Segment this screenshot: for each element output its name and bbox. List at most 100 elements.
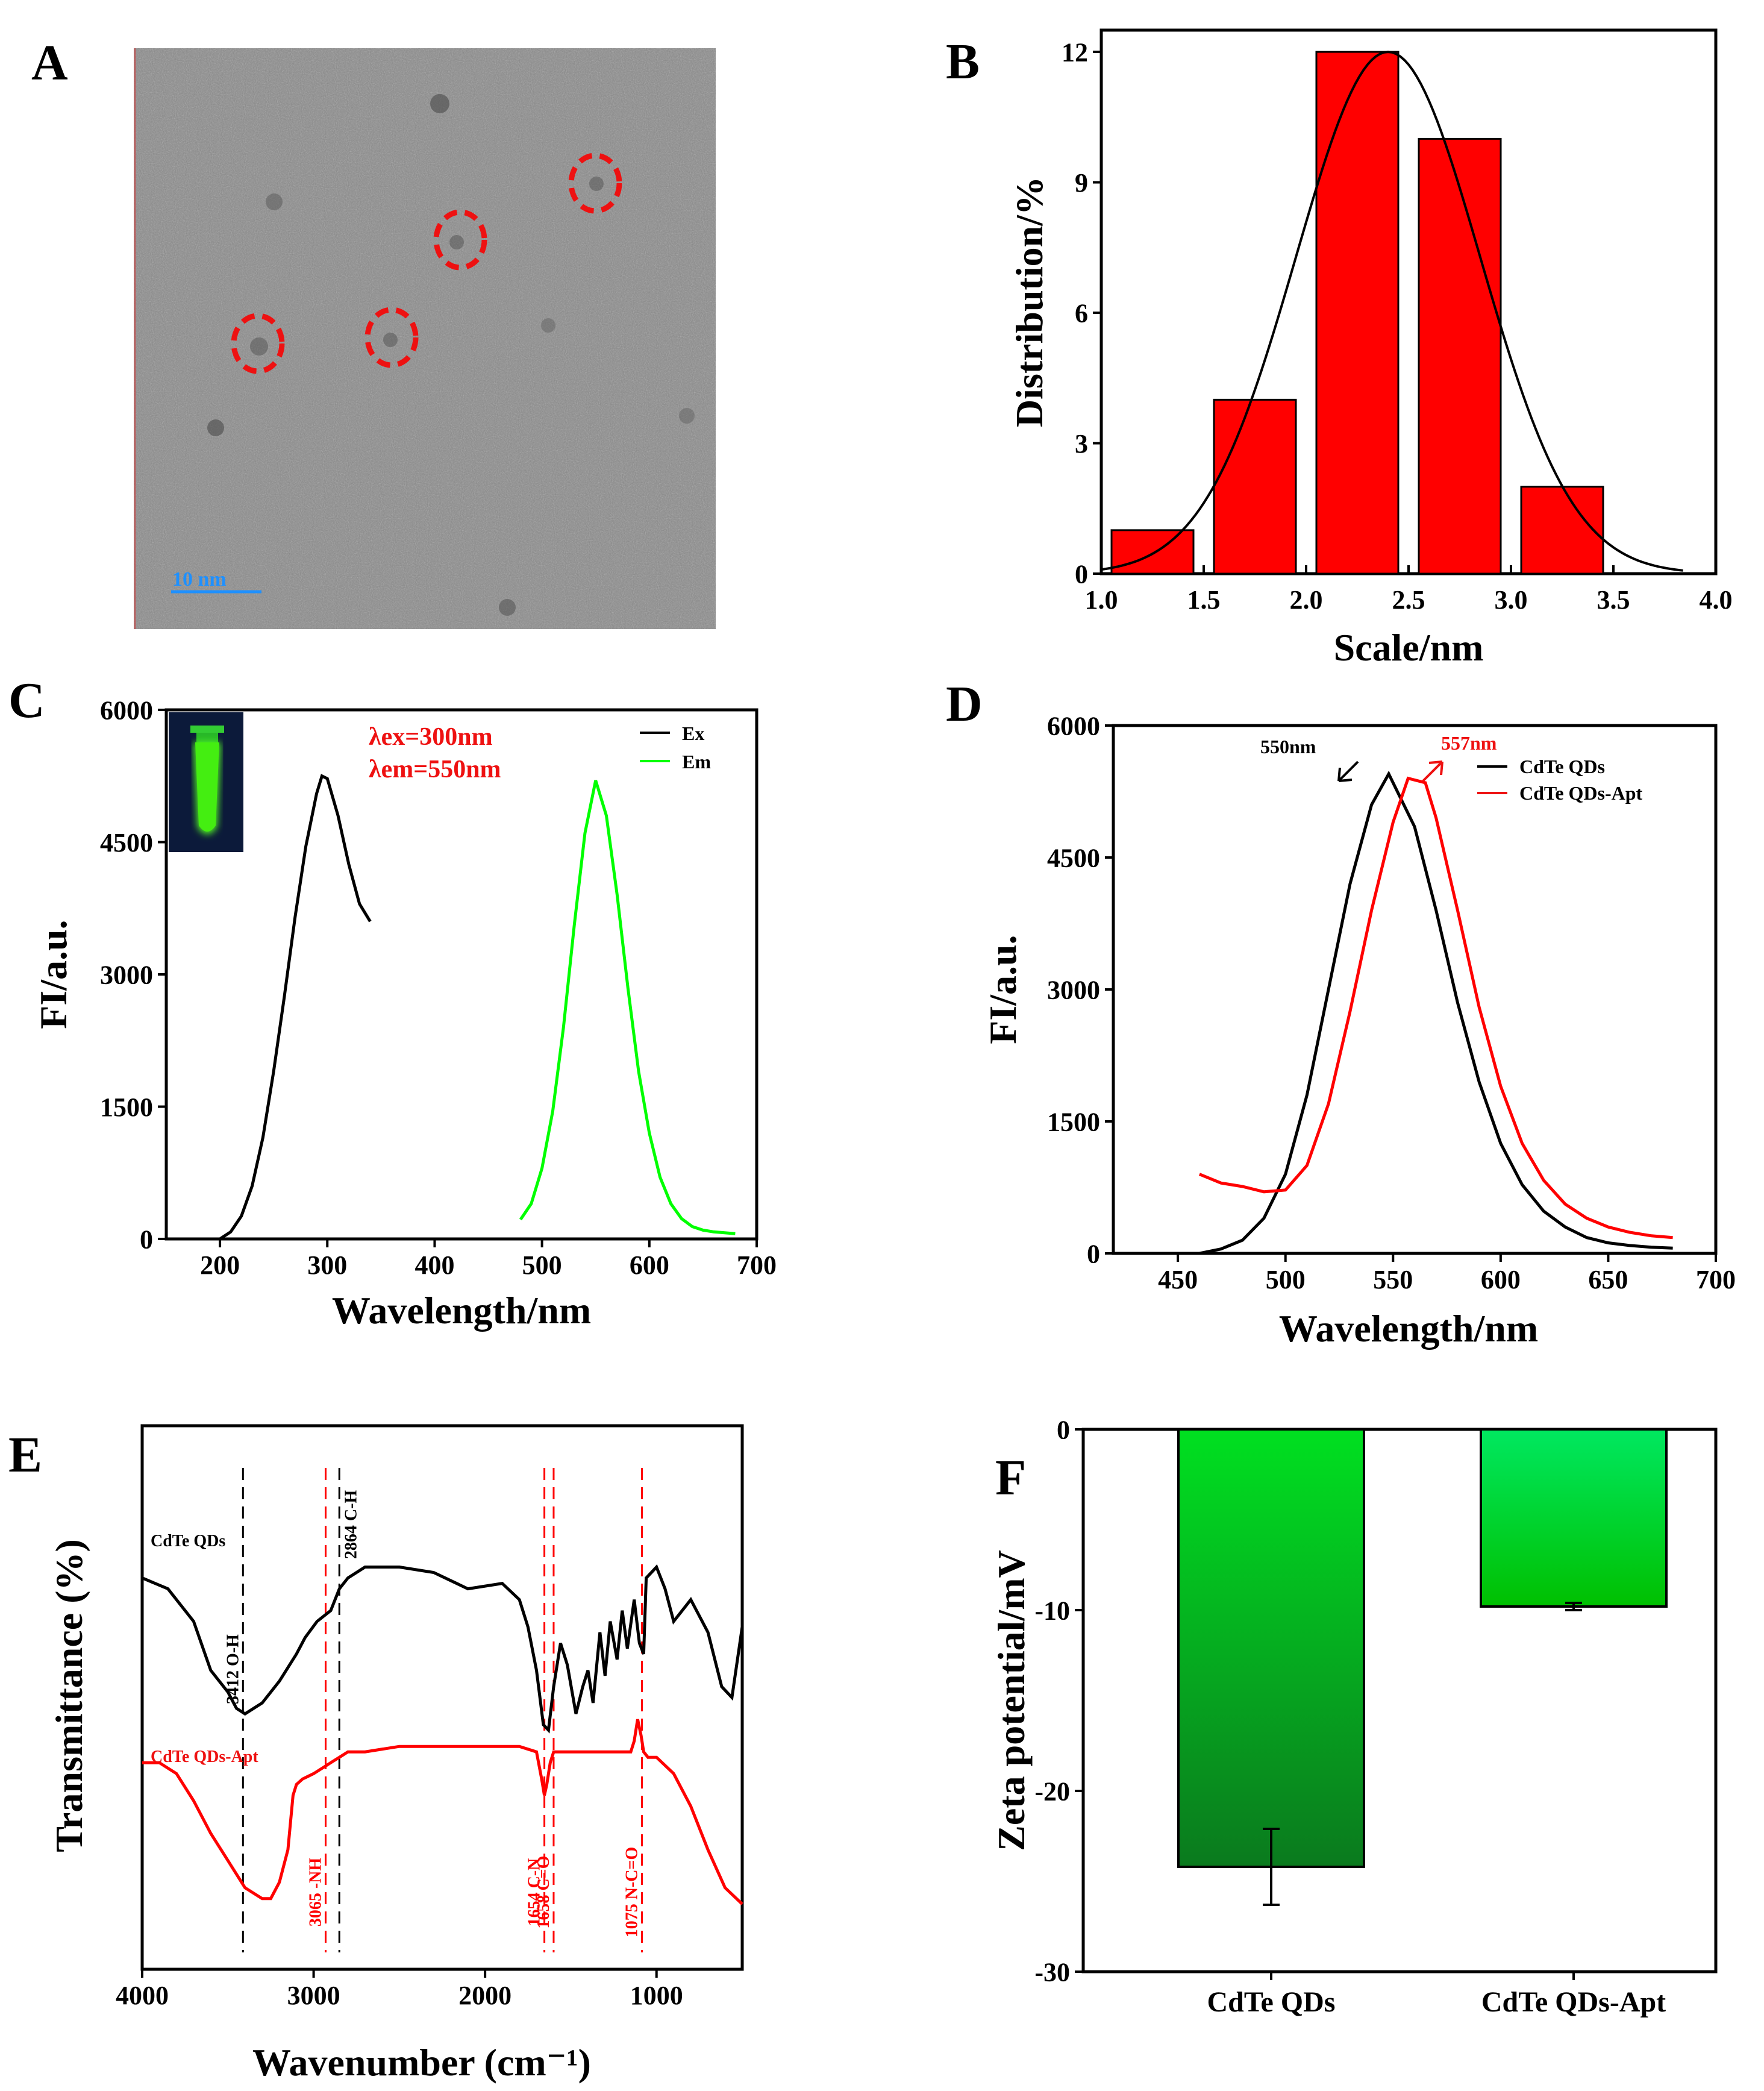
plot-frame	[140, 1424, 744, 1971]
y-tick-label: 4500	[1047, 843, 1100, 873]
x-tick-label: 500	[522, 1250, 562, 1280]
x-tick-label: 700	[737, 1250, 777, 1280]
panel-c-letter: C	[8, 672, 45, 729]
y-tick-label: 3000	[100, 960, 153, 989]
peak-marker-label: 3412 O-H	[224, 1634, 242, 1704]
y-tick-label: 6000	[1047, 711, 1100, 741]
panel-a-letter: A	[31, 35, 68, 91]
spectrum-line-cdte-qds	[142, 1564, 744, 1734]
panel-a: A 10 nm	[31, 35, 716, 629]
plot-frame	[1099, 28, 1718, 575]
zeta-bar	[1177, 1428, 1365, 1868]
particle-marker	[568, 152, 622, 214]
x-axis-label: Wavelength/nm	[1279, 1307, 1538, 1350]
y-tick-label: 0	[140, 1224, 153, 1254]
legend-label-apt: CdTe QDs-Apt	[1519, 782, 1643, 804]
y-tick-label: 1500	[100, 1093, 153, 1122]
x-tick-label: 650	[1588, 1265, 1628, 1294]
plot-frame	[1081, 1428, 1718, 1973]
x-tick-label: 2.5	[1392, 585, 1425, 615]
y-tick-label: 0	[1087, 1239, 1100, 1268]
x-tick-label: 1.5	[1187, 585, 1221, 615]
spectrum-line-cdte-qds-apt	[142, 1719, 743, 1905]
x-tick-label: 2.0	[1290, 585, 1323, 615]
y-axis-label: FI/a.u.	[32, 920, 75, 1029]
series-line-ex	[219, 774, 372, 1241]
scale-bar-label: 10 nm	[172, 568, 227, 591]
panel-d-letter: D	[946, 676, 983, 732]
histogram-bar	[1418, 137, 1502, 575]
x-tick-label: 300	[307, 1250, 347, 1280]
panel-d: D 450 500 550 600 650 700 0 1500 3000 4500 6000 5…	[946, 676, 1736, 1350]
series-line-em	[519, 780, 736, 1235]
y-tick-label: 3	[1075, 429, 1088, 459]
panel-b-letter: B	[946, 34, 980, 90]
emission-label: λem=550nm	[369, 756, 501, 783]
y-tick-label: 3000	[1047, 975, 1100, 1005]
x-tick-label: 3.5	[1597, 585, 1630, 615]
y-tick-label: 4500	[100, 828, 153, 857]
y-axis-label: FI/a.u.	[981, 935, 1024, 1044]
y-tick-label: 12	[1062, 37, 1088, 67]
category-label: CdTe QDs-Apt	[1481, 1986, 1666, 2018]
zeta-bar	[1480, 1428, 1668, 1608]
series-label-qds: CdTe QDs	[151, 1532, 225, 1550]
y-tick-label: 6000	[100, 695, 153, 725]
y-tick-label: 0	[1057, 1415, 1070, 1444]
y-tick-label: 6	[1075, 298, 1088, 328]
peak-arrow-qds	[1337, 760, 1359, 782]
legend: CdTe QDs CdTe QDs-Apt	[1477, 756, 1643, 804]
gaussian-fit-line	[1101, 51, 1683, 572]
y-axis-label: Distribution/%	[1008, 177, 1051, 427]
plot-frame	[1112, 724, 1718, 1255]
peak-marker-label: 3065 -NH	[306, 1858, 325, 1927]
plot-frame	[164, 708, 758, 1241]
x-axis-label: Wavelength/nm	[332, 1289, 591, 1332]
y-tick-label: 9	[1075, 168, 1088, 198]
x-tick-label: 500	[1266, 1265, 1306, 1294]
legend-label-em: Em	[682, 751, 711, 773]
series-line-cdte-qds-apt	[1198, 776, 1673, 1240]
series-line-cdte-qds	[1199, 770, 1673, 1255]
x-tick-label: 1000	[630, 1981, 683, 2010]
x-tick-label: 2000	[458, 1981, 511, 2010]
histogram-bar	[1110, 529, 1195, 575]
y-tick-label: 1500	[1047, 1107, 1100, 1136]
x-tick-label: 3.0	[1495, 585, 1528, 615]
legend-label-ex: Ex	[682, 723, 704, 744]
excitation-label: λex=300nm	[369, 723, 493, 751]
x-tick-label: 400	[414, 1250, 454, 1280]
panel-c: C 200 300 400 500 600 700 0 1500 3000 4500 6000 λ…	[8, 672, 777, 1332]
x-axis-label: Scale/nm	[1334, 626, 1484, 669]
x-tick-label: 600	[1481, 1265, 1521, 1294]
y-tick-label: 0	[1075, 559, 1088, 589]
x-tick-label: 550	[1373, 1265, 1413, 1294]
particle-marker	[433, 209, 487, 271]
x-tick-label: 450	[1158, 1265, 1198, 1294]
panel-e-letter: E	[8, 1427, 42, 1483]
y-axis-label: Zeta potential/mV	[990, 1550, 1033, 1851]
peak-marker-label: 2864 C-H	[342, 1490, 360, 1560]
peak-marker-label: 1658 C=O	[534, 1856, 553, 1929]
histogram-bar	[1213, 398, 1297, 575]
particle-marker	[364, 307, 419, 368]
category-label: CdTe QDs	[1207, 1986, 1336, 2018]
particle-marker	[231, 313, 285, 374]
peak-label-qds: 550nm	[1260, 736, 1316, 757]
tem-image: 10 nm	[134, 48, 716, 629]
x-tick-label: 1.0	[1085, 585, 1118, 615]
peak-arrow-apt	[1422, 760, 1443, 782]
y-axis-label: Transmittance (%)	[48, 1539, 90, 1852]
x-tick-label: 200	[200, 1250, 240, 1280]
y-tick-label: -20	[1034, 1776, 1070, 1806]
y-tick-label: -10	[1034, 1596, 1070, 1625]
legend: Ex Em	[640, 723, 711, 773]
x-tick-label: 3000	[287, 1981, 340, 2010]
panel-f: F 0 -10 -20 -30 CdTe QDs CdTe QDs-Apt Zeta p…	[990, 1415, 1718, 2018]
y-tick-label: -30	[1034, 1957, 1070, 1987]
histogram-bar	[1315, 51, 1400, 575]
vial-photo	[169, 712, 243, 852]
